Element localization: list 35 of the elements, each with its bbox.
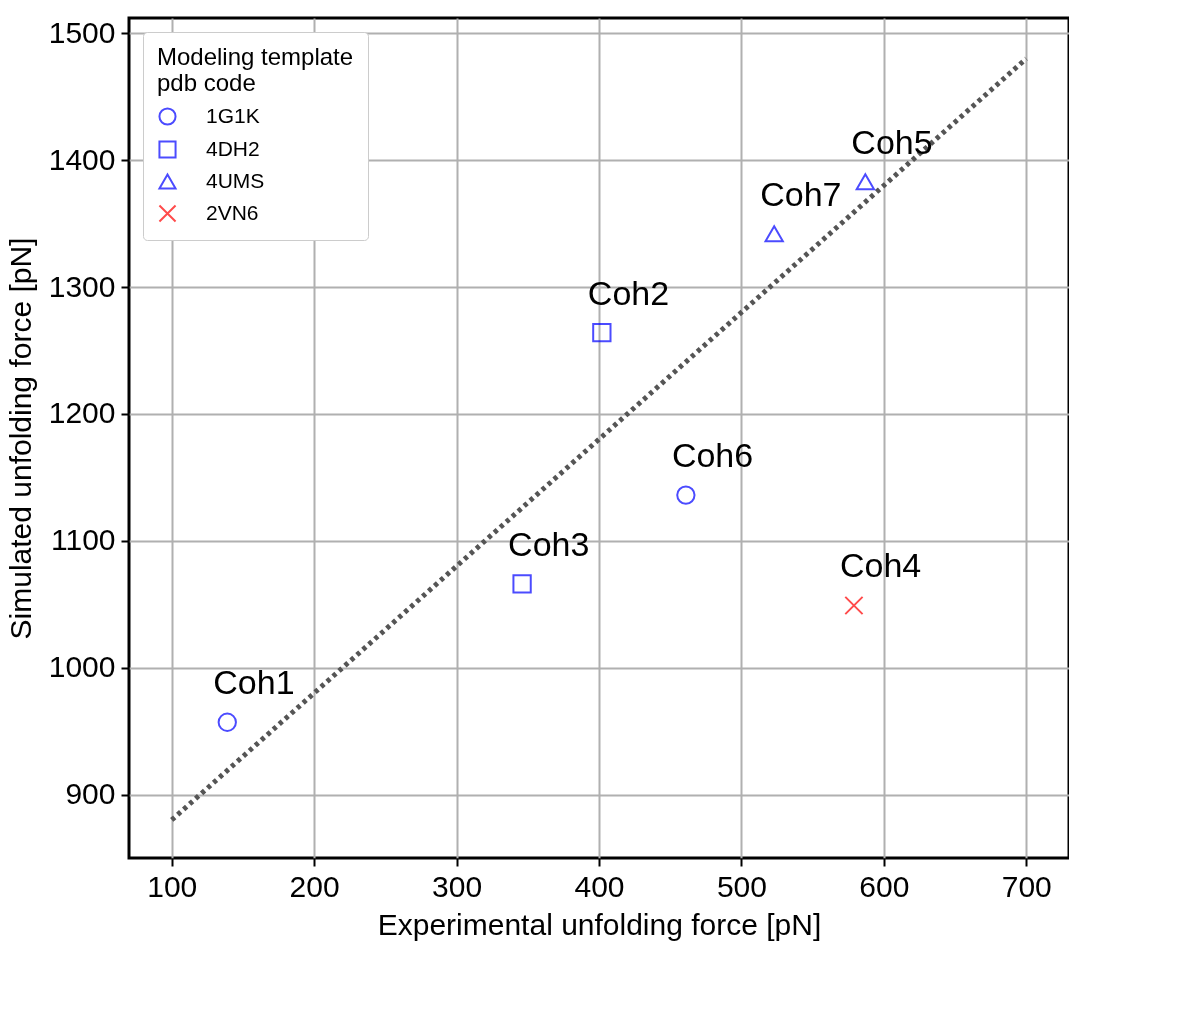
x-tick-label: 100: [147, 869, 198, 903]
y-tick-label: 1400: [48, 142, 116, 176]
point: [764, 225, 784, 243]
annotation: Coh6: [671, 436, 754, 475]
y-tick-label: 1500: [48, 15, 116, 49]
annotation: Coh2: [587, 273, 670, 312]
point: [512, 574, 532, 594]
y-tick-label: 900: [65, 777, 116, 811]
x-tick-label: 500: [716, 869, 767, 903]
y-tick-label: 1200: [48, 396, 116, 430]
point: [217, 712, 237, 732]
x-tick-label: 700: [1001, 869, 1052, 903]
x-tick-label: 400: [574, 869, 625, 903]
x-tick-label: 600: [859, 869, 910, 903]
legend-label: 4UMS: [206, 168, 265, 192]
legend-label: 2VN6: [206, 200, 259, 224]
y-axis-title: Simulated unfolding force [pN]: [3, 237, 37, 640]
annotation: Coh1: [213, 663, 295, 702]
point: [855, 173, 875, 191]
y-tick-label: 1300: [48, 269, 116, 303]
point: [676, 485, 696, 505]
x-tick-label: 300: [432, 869, 483, 903]
point: [844, 595, 864, 616]
annotation: Coh3: [508, 524, 590, 563]
y-tick-label: 1100: [50, 523, 116, 557]
annotation: Coh7: [760, 174, 842, 213]
x-tick-label: 200: [289, 869, 340, 903]
legend-label: 1G1K: [206, 103, 260, 127]
annotation: Coh5: [851, 122, 933, 161]
annotation: Coh4: [839, 546, 922, 585]
legend-label: 4DH2: [206, 136, 260, 160]
point: [592, 323, 612, 343]
legend-title: Modeling template pdb code: [157, 43, 354, 96]
x-axis-title: Experimental unfolding force [pN]: [377, 907, 822, 941]
y-tick-label: 1000: [48, 650, 116, 684]
